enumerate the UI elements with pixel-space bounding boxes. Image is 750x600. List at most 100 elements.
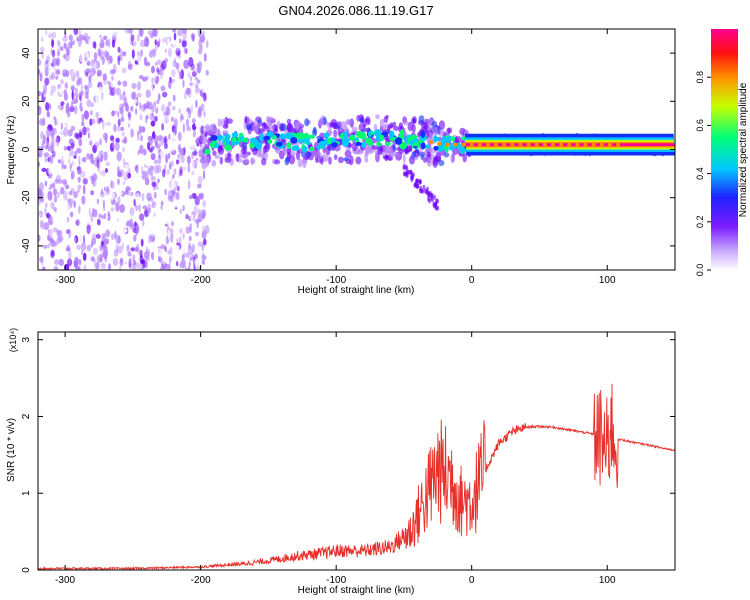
- noise-speckle: [144, 29, 149, 36]
- noise-speckle: [134, 246, 139, 252]
- noise-speckle: [160, 72, 163, 80]
- noise-speckle: [54, 82, 57, 90]
- noise-speckle: [60, 122, 63, 130]
- noise-speckle: [80, 83, 83, 92]
- noise-speckle: [189, 188, 194, 194]
- noise-speckle: [189, 256, 194, 261]
- noise-speckle: [144, 157, 148, 165]
- noise-speckle: [38, 262, 41, 269]
- noise-speckle: [100, 121, 103, 128]
- noise-speckle: [159, 140, 164, 147]
- noise-speckle: [170, 117, 175, 122]
- noise-speckle: [181, 40, 187, 48]
- ridge-halo: [200, 125, 204, 135]
- noise-speckle: [171, 82, 176, 92]
- noise-speckle: [169, 169, 172, 175]
- ridge-halo: [364, 118, 369, 123]
- ridge-halo: [286, 123, 294, 133]
- noise-speckle: [97, 218, 101, 226]
- noise-speckle: [178, 249, 182, 254]
- noise-speckle: [149, 112, 155, 121]
- noise-speckle: [122, 257, 128, 263]
- noise-speckle: [121, 67, 127, 74]
- noise-speckle: [153, 116, 158, 122]
- noise-speckle: [110, 192, 116, 200]
- ridge-halo: [375, 152, 379, 163]
- noise-speckle: [77, 176, 81, 183]
- ridge-dot: [437, 141, 442, 146]
- noise-speckle: [73, 105, 78, 115]
- noise-speckle: [58, 258, 64, 266]
- noise-speckle: [164, 99, 168, 107]
- noise-speckle: [39, 219, 44, 229]
- noise-speckle: [199, 32, 202, 41]
- noise-speckle: [151, 81, 155, 92]
- noise-speckle: [113, 123, 117, 133]
- noise-speckle: [179, 166, 183, 175]
- noise-speckle: [65, 70, 70, 78]
- noise-speckle: [179, 91, 185, 99]
- snr-series-line: [38, 383, 675, 570]
- ridge-core: [204, 148, 211, 155]
- noise-speckle: [122, 51, 127, 57]
- ridge-core: [239, 132, 244, 137]
- noise-speckle: [151, 77, 154, 82]
- noise-speckle: [203, 94, 208, 101]
- noise-speckle: [73, 191, 78, 199]
- ridge-halo: [411, 117, 416, 124]
- noise-speckle: [175, 181, 179, 188]
- noise-speckle: [41, 167, 47, 172]
- noise-speckle: [202, 225, 206, 232]
- noise-speckle: [116, 125, 121, 132]
- noise-speckle: [51, 57, 58, 67]
- noise-speckle: [106, 263, 109, 268]
- noise-speckle: [185, 252, 190, 258]
- noise-speckle: [161, 123, 165, 131]
- noise-speckle: [135, 164, 139, 174]
- noise-speckle: [117, 212, 120, 220]
- noise-speckle: [171, 221, 174, 227]
- ridge-halo: [281, 148, 287, 154]
- noise-speckle: [188, 242, 192, 250]
- ridge-core: [297, 138, 306, 144]
- noise-speckle: [61, 203, 66, 213]
- noise-speckle: [70, 125, 76, 131]
- noise-speckle: [147, 30, 153, 35]
- noise-speckle: [183, 59, 189, 69]
- y-tick-label: -20: [21, 190, 32, 205]
- noise-speckle: [118, 191, 123, 196]
- noise-speckle: [47, 164, 52, 175]
- ridge-halo: [257, 119, 263, 124]
- noise-speckle: [197, 172, 200, 179]
- ridge-dot: [607, 142, 612, 147]
- noise-speckle: [78, 138, 83, 147]
- noise-speckle: [50, 72, 56, 80]
- noise-speckle: [164, 217, 170, 226]
- ridge-core: [309, 134, 315, 139]
- noise-speckle: [65, 184, 70, 190]
- noise-speckle: [94, 174, 98, 181]
- ridge-core: [252, 139, 259, 146]
- noise-speckle: [67, 129, 73, 137]
- noise-speckle: [130, 91, 135, 100]
- noise-speckle: [103, 61, 108, 71]
- ridge-core: [242, 137, 249, 143]
- ridge-halo: [262, 122, 266, 127]
- ridge-tail: [436, 205, 440, 211]
- snr-y-axis: 0 1 2 3: [21, 336, 675, 573]
- noise-speckle: [55, 75, 59, 80]
- noise-speckle: [137, 249, 143, 255]
- ridge-halo: [297, 158, 303, 168]
- noise-speckle: [73, 165, 78, 171]
- noise-speckle: [67, 258, 73, 267]
- ridge-halo: [450, 153, 455, 164]
- y-tick-label: 40: [21, 47, 32, 59]
- noise-speckle: [44, 67, 49, 77]
- noise-speckle: [44, 206, 47, 216]
- noise-speckle: [84, 57, 88, 62]
- ridge-dot: [526, 142, 531, 147]
- noise-speckle: [100, 253, 104, 258]
- ridge-halo: [416, 132, 421, 138]
- ridge-halo: [351, 126, 358, 132]
- noise-speckle: [139, 144, 144, 155]
